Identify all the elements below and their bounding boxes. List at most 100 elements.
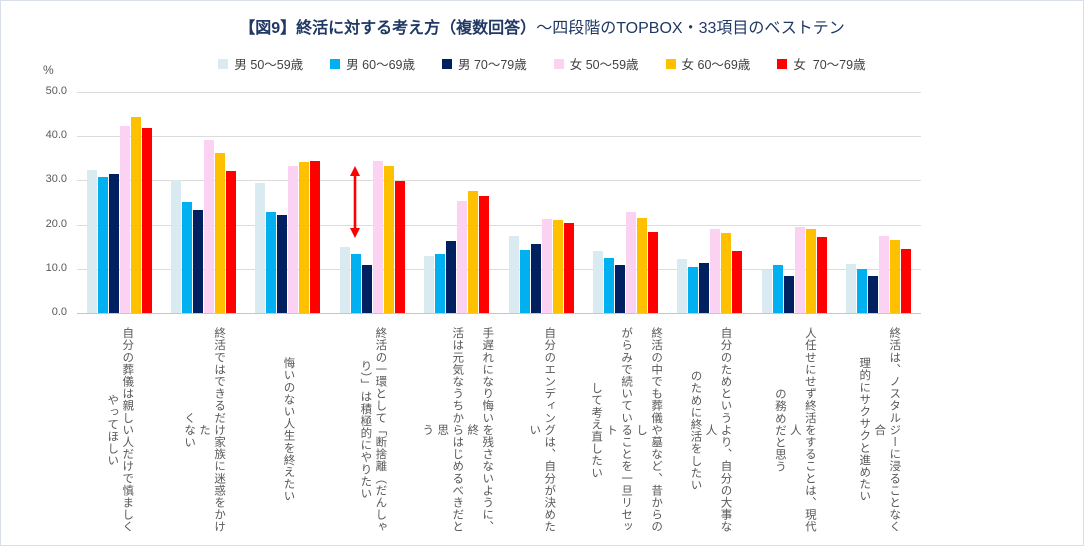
legend-label: 男 60～69歳: [346, 58, 415, 72]
category-label-slot: 悔いのない人生を終えたい: [246, 323, 330, 537]
category-label-slot: 自分のためというより、自分の大事な人 のために終活をしたい: [668, 323, 752, 537]
category-label: 悔いのない人生を終えたい: [282, 357, 295, 503]
bar: [457, 200, 468, 313]
bar-group: [499, 92, 583, 313]
category-label: 自分のエンディングは、自分が決めたい: [528, 327, 556, 533]
bar: [255, 183, 266, 313]
bar: [626, 212, 637, 313]
bar: [86, 170, 97, 313]
legend-swatch-icon: [665, 58, 676, 69]
legend-item: 男 60～69歳: [330, 54, 415, 73]
bar: [424, 256, 435, 313]
category-label-slot: 終活は、ノスタルジーに浸ることなく合 理的にサクサクと進めたい: [837, 323, 921, 537]
legend-swatch-icon: [441, 58, 452, 69]
bar: [299, 161, 310, 313]
legend-swatch-icon: [777, 58, 788, 69]
bar: [361, 265, 372, 313]
gridline: [77, 92, 921, 93]
bar: [530, 244, 541, 313]
y-axis-tick-label: 50.0: [45, 85, 67, 97]
bar: [541, 219, 552, 313]
category-label-slot: 終活の中でも葬儀や墓など、昔からのし がらみで続いていることを一旦リセット して考え…: [583, 323, 667, 537]
bar: [783, 275, 794, 313]
category-label-slot: 終活ではできるだけ家族に迷惑をかけた くない: [161, 323, 245, 537]
legend-swatch-icon: [330, 58, 341, 69]
category-label: 終活は、ノスタルジーに浸ることなく合 理的にサクサクと進めたい: [858, 327, 901, 533]
bar: [637, 217, 648, 313]
bar: [97, 177, 108, 313]
bar: [108, 173, 119, 313]
y-axis-tick-label: 10.0: [45, 261, 67, 274]
category-label: 終活の中でも葬儀や墓など、昔からのし がらみで続いていることを一旦リセット して考え…: [590, 327, 663, 533]
bar: [761, 270, 772, 313]
chart-title-sub: ～四段階のTOPBOX・33項目のベストテン: [536, 20, 845, 37]
bar: [552, 220, 563, 313]
legend-item: 男 50～59歳: [218, 54, 303, 73]
bar: [563, 222, 574, 313]
category-label-slot: 手遅れになり悔いを残さないように、終 活は元気なうちからはじめるべきだと思う: [415, 323, 499, 537]
legend-swatch-icon: [218, 58, 229, 69]
bar: [615, 264, 626, 313]
bar: [857, 269, 868, 313]
legend-item: 女 70～79歳: [777, 54, 866, 73]
bar: [721, 232, 732, 313]
y-axis-tick-label: 0.0: [51, 306, 67, 318]
legend-swatch-icon: [553, 58, 564, 69]
bar: [372, 160, 383, 313]
bar: [310, 160, 321, 313]
bar: [732, 250, 743, 313]
bar-group: [161, 92, 245, 313]
bar: [688, 266, 699, 313]
category-label: 自分のためというより、自分の大事な人 のために終活をしたい: [689, 327, 732, 533]
category-label-slot: 自分のエンディングは、自分が決めたい: [499, 323, 583, 537]
bar: [339, 247, 350, 313]
bar-group: [415, 92, 499, 313]
bar: [677, 259, 688, 313]
category-label: 手遅れになり悔いを残さないように、終 活は元気なうちからはじめるべきだと思う: [421, 327, 494, 533]
bar: [171, 180, 182, 313]
bar: [772, 265, 783, 313]
bar-group: [668, 92, 752, 313]
bar: [879, 235, 890, 313]
bar-group: [246, 92, 330, 313]
y-axis-tick-label: 20.0: [45, 217, 67, 230]
bar: [519, 250, 530, 313]
legend-label: 女 50～59歳: [569, 58, 639, 72]
legend-label: 女 60～69歳: [681, 58, 751, 72]
gridline: [77, 136, 921, 138]
bar: [215, 153, 226, 313]
bar: [182, 202, 193, 313]
gridline: [77, 268, 921, 270]
bar: [266, 212, 277, 313]
category-label: 人任せにせず終活をすることは、現代人 の務めだと思う: [773, 327, 816, 533]
bar: [193, 209, 204, 313]
bar-group: [77, 92, 161, 313]
legend-label: 女 70～79歳: [793, 58, 866, 72]
bar-group: [330, 92, 414, 313]
bar: [593, 250, 604, 313]
bar: [141, 127, 152, 313]
bar: [479, 195, 490, 313]
bar: [816, 236, 827, 313]
legend-label: 男 50～59歳: [234, 58, 304, 72]
gridline: [77, 224, 921, 226]
bar: [226, 171, 237, 313]
category-label: 終活ではできるだけ家族に迷惑をかけた くない: [183, 327, 226, 533]
y-axis-tick-label: 30.0: [45, 173, 67, 186]
bar: [648, 231, 659, 313]
bar: [901, 249, 912, 313]
y-axis-unit-label: %: [43, 63, 54, 77]
legend: 男 50～59歳 男 60～69歳 男 70～79歳 女 50～59歳 女 60～69歳…: [1, 54, 1083, 73]
gridline: [77, 180, 921, 182]
bar: [394, 181, 405, 313]
legend-item: 女 60～69歳: [665, 54, 751, 73]
bar: [468, 191, 479, 313]
bar: [435, 253, 446, 313]
x-axis-line: [77, 313, 921, 314]
bar: [794, 227, 805, 313]
category-label: 自分の葬儀は親しい人だけで慎ましく やってほしい: [106, 327, 134, 533]
chart-title: 【図9】終活に対する考え方（複数回答）～四段階のTOPBOX・33項目のベストテ…: [1, 14, 1083, 38]
bar: [805, 229, 816, 313]
category-label: 終活の一環として「断捨離（だんしゃ り）」は積極的にやりたい: [359, 327, 387, 533]
